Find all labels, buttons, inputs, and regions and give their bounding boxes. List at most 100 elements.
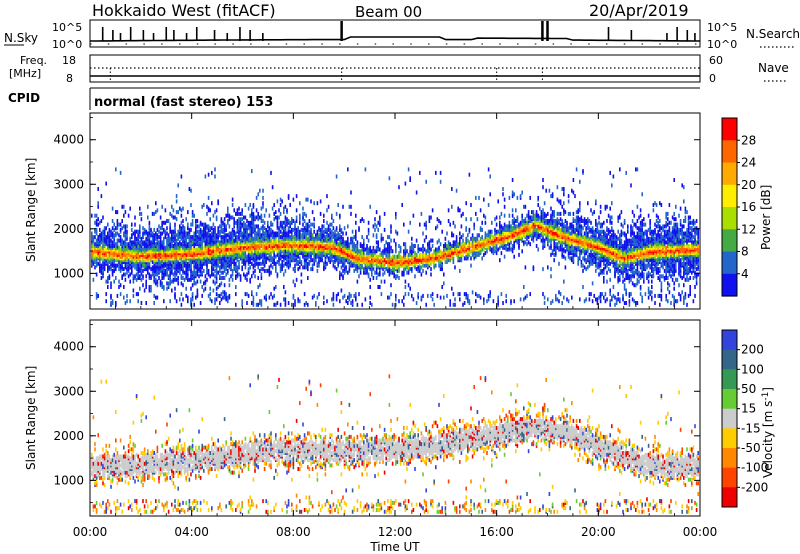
power-cell (404, 181, 407, 186)
power-cell (334, 233, 336, 238)
power-cell (263, 245, 266, 250)
power-cell (475, 254, 477, 259)
power-cell (278, 226, 280, 231)
power-cell (287, 265, 290, 270)
power-cell (137, 233, 139, 238)
power-cell (244, 227, 247, 232)
power-cell (222, 295, 224, 300)
power-cell (252, 299, 255, 304)
power-cell (367, 272, 370, 277)
power-cell (414, 251, 416, 256)
power-cell (326, 208, 328, 213)
power-cell (526, 242, 528, 247)
power-cell (187, 261, 189, 266)
power-cell (340, 247, 343, 252)
power-cell (311, 233, 314, 238)
power-cell (383, 211, 386, 216)
power-cell (148, 272, 151, 277)
power-cell (347, 240, 349, 245)
power-cell (481, 227, 483, 232)
power-cell (268, 244, 271, 248)
power-cell (313, 245, 315, 250)
power-cell (395, 263, 397, 268)
power-cell (131, 233, 133, 238)
power-cell (449, 302, 451, 307)
power-cell (164, 220, 167, 225)
power-cell (129, 272, 131, 277)
power-cell (97, 187, 99, 191)
power-cell (299, 229, 301, 234)
power-cell (142, 226, 144, 231)
power-cell (460, 242, 463, 247)
power-cell (313, 249, 315, 254)
cpid-panel: CPID normal (fast stereo) 153 (8, 87, 700, 110)
power-cell (324, 235, 327, 240)
power-cell (158, 224, 160, 229)
power-cell (375, 276, 378, 280)
power-cell (516, 224, 519, 229)
power-cell (457, 292, 459, 297)
power-cell (279, 268, 282, 273)
power-cell (283, 272, 285, 277)
power-cell (385, 240, 387, 245)
power-cell (459, 268, 461, 273)
power-cell (233, 229, 235, 234)
power-cell (380, 292, 383, 297)
power-cell (460, 224, 463, 229)
power-cell (385, 247, 387, 252)
power-cell (204, 286, 207, 291)
power-cell (375, 254, 378, 259)
power-cell (172, 215, 175, 220)
power-cell (150, 274, 152, 279)
power-cell (124, 272, 127, 277)
power-cell (519, 194, 522, 199)
power-cell (438, 263, 440, 268)
power-cell (255, 235, 258, 240)
power-cell (135, 272, 138, 277)
power-cell (139, 211, 141, 216)
power-cell (511, 219, 514, 223)
power-cell (175, 277, 178, 282)
power-cell (299, 201, 301, 206)
power-cell (145, 236, 147, 241)
power-cell (393, 238, 395, 243)
power-cell (486, 299, 488, 304)
power-cell (142, 231, 144, 236)
power-cell (478, 251, 480, 256)
power-cell (191, 247, 194, 252)
power-cell (409, 267, 411, 272)
power-cell (271, 222, 274, 227)
power-cell (331, 229, 333, 234)
power-cell (417, 265, 419, 270)
power-cell (507, 242, 509, 247)
power-cell (211, 201, 213, 206)
power-cell (329, 249, 331, 254)
power-cell (395, 245, 397, 250)
power-cell (236, 227, 239, 232)
power-cell (422, 231, 424, 236)
power-cell (260, 219, 263, 223)
power-cell (428, 244, 431, 248)
power-cell (236, 219, 239, 223)
power-cell (190, 258, 192, 263)
power-cell (201, 270, 203, 275)
power-cell (279, 197, 282, 202)
power-cell (433, 302, 435, 307)
power-cell (340, 272, 343, 277)
power-cell (115, 267, 117, 272)
power-cell (155, 201, 157, 206)
power-cell (503, 254, 506, 259)
power-cell (231, 215, 234, 220)
power-cell (187, 295, 189, 300)
power-cell (508, 224, 511, 229)
power-cell (140, 301, 143, 305)
power-cell (356, 279, 359, 284)
power-cell (196, 292, 199, 297)
power-cell (289, 235, 291, 240)
power-cell (441, 251, 443, 256)
freq-panel: Freq. [MHz] 18 8 60 0 Nave (9, 54, 789, 85)
power-cell (267, 220, 269, 225)
power-cell (155, 252, 157, 257)
power-cell (196, 265, 199, 270)
power-cell (443, 281, 445, 286)
